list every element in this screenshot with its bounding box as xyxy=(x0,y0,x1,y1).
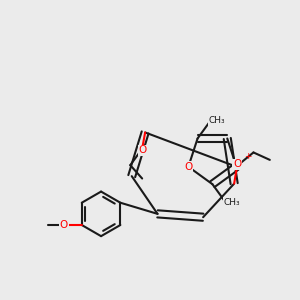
Text: O: O xyxy=(184,162,193,172)
Text: O: O xyxy=(60,220,68,230)
Text: CH₃: CH₃ xyxy=(208,116,225,125)
Text: +: + xyxy=(244,152,252,161)
Text: O: O xyxy=(233,159,241,169)
Text: O: O xyxy=(138,145,146,155)
Text: CH₃: CH₃ xyxy=(224,197,240,206)
